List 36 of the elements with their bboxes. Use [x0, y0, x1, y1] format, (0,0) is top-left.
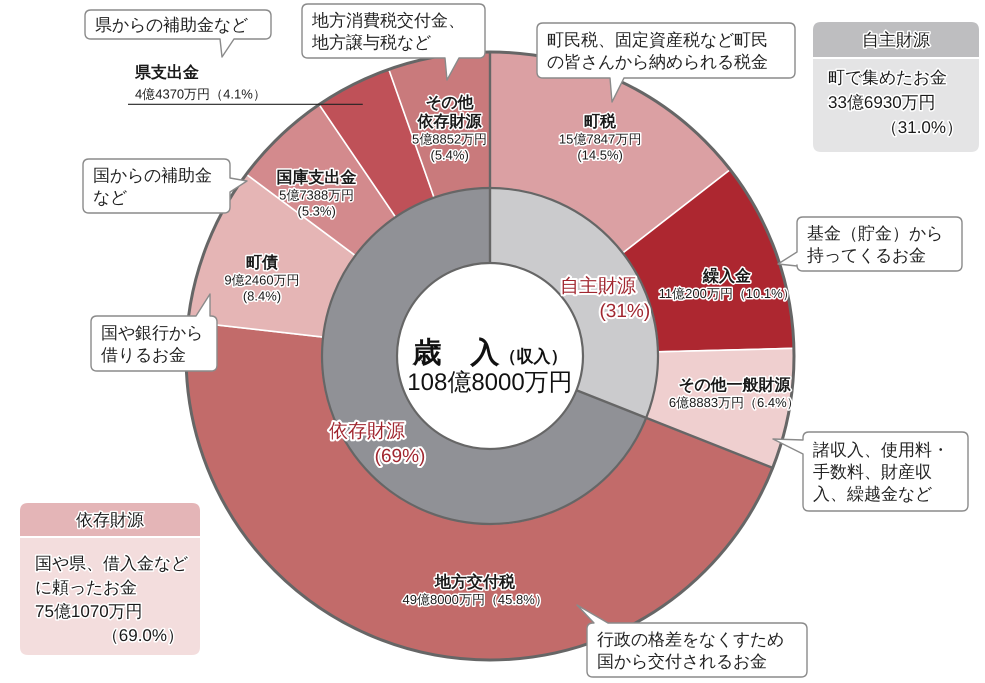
data-label: 4億4370万円（4.1%） [135, 86, 266, 102]
slice-label: 町税 [584, 112, 618, 131]
data-label: 9億2460万円 (8.4%) [224, 272, 300, 304]
text: 108億8000万円 [407, 369, 573, 396]
text: 歳 入 [412, 337, 500, 369]
slice-label: 繰入金 [702, 266, 752, 285]
text: 自主財源 [862, 30, 930, 50]
data-label: (69%) [374, 446, 426, 467]
data-label: (31%) [599, 301, 650, 322]
text: （31.0%） [880, 118, 963, 137]
text: 75億1070万円 [35, 602, 143, 621]
text: （69.0%） [102, 626, 184, 645]
slice-label: 町債 [246, 253, 278, 272]
text: 町で集めたお金 [828, 68, 947, 87]
slice-label: 自主財源 [560, 275, 636, 298]
slice-label: 県支出金 [134, 63, 199, 82]
text: 地方消費税交付金、地方譲与税など [311, 11, 465, 52]
text: 行政の格差をなくすため国から交付されるお金 [597, 630, 784, 672]
text: 国や県、借入金などに頼ったお金 [35, 554, 188, 597]
slice-label: 国庫支出金 [276, 167, 357, 186]
text: 依存財源 [76, 510, 144, 530]
text: 町民税、固定資産税など町民の皆さんから納められる税金 [547, 30, 768, 72]
data-label: 11億200万円（10.1%） [658, 286, 796, 301]
text: 国や銀行から借りるお金 [101, 324, 203, 365]
text: 基金（貯金）から持ってくるお金 [807, 224, 943, 266]
data-label: 5億7388万円 (5.3%) [279, 187, 354, 218]
slice-label: その他依存財源 [416, 94, 483, 131]
slice-label: 地方交付税 [434, 572, 516, 592]
text: （収入） [500, 347, 568, 366]
data-label: 15億7847万円 (14.5%) [558, 132, 642, 163]
text: 国からの補助金など [93, 166, 212, 208]
text: 33億6930万円 [828, 93, 936, 112]
slice-label: その他一般財源 [678, 376, 792, 394]
text: 諸収入、使用料・手数料、財産収入、繰越金など [813, 440, 949, 504]
text: 県からの補助金など [95, 16, 248, 35]
data-label: 49億8000万円（45.8%） [402, 592, 548, 608]
